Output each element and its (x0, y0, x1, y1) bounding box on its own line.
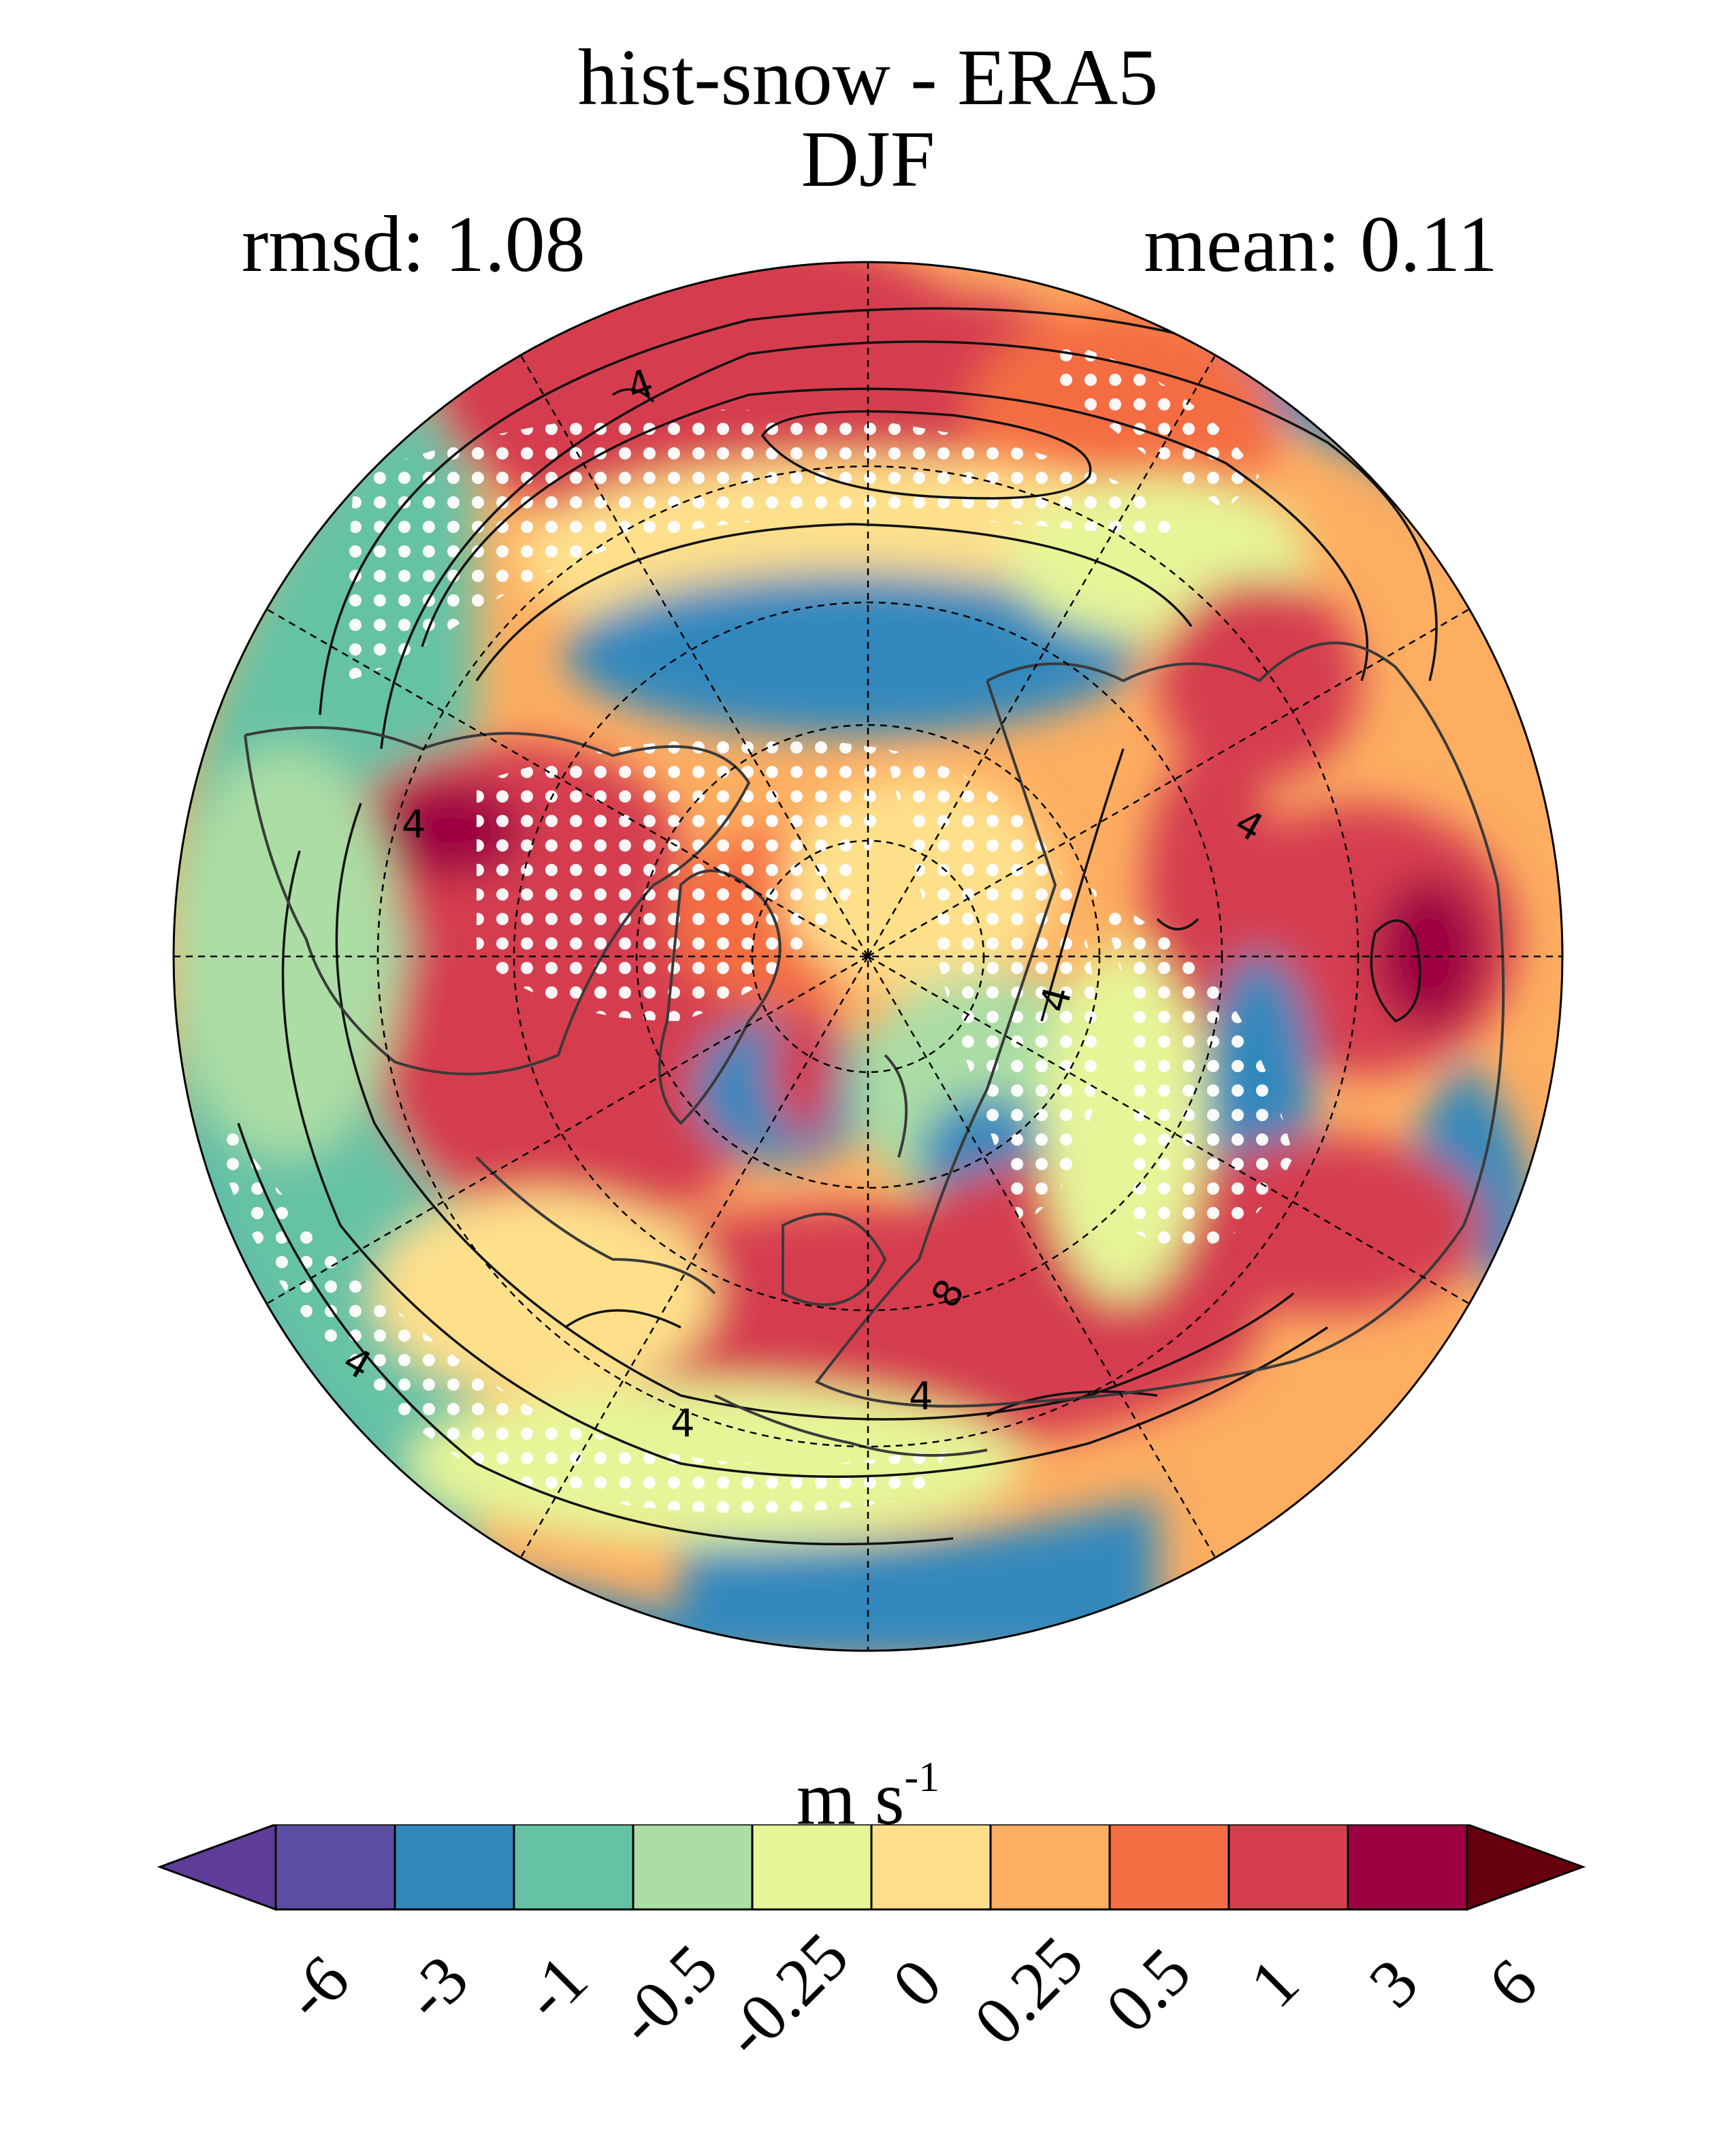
polar-map: 4 4 4 4 4 4 8 4 (172, 261, 1564, 1652)
units-exponent: -1 (904, 1754, 940, 1801)
colorbar-tick-label: -3 (389, 1941, 483, 2035)
contour-label: 4 (402, 803, 426, 847)
colorbar-segment (274, 1824, 396, 1911)
colorbar-segment (632, 1824, 754, 1911)
contour-label: 4 (671, 1402, 695, 1446)
colorbar-extend-low (157, 1824, 277, 1911)
colorbar-segment (513, 1824, 634, 1911)
colorbar-segment (1227, 1824, 1349, 1911)
colorbar-tick-label: -0.5 (602, 1929, 733, 2060)
colorbar-extend-high (1466, 1824, 1586, 1911)
contour-label: 4 (909, 1374, 933, 1419)
map-boundary (172, 261, 1564, 1652)
colorbar-segment (1108, 1824, 1230, 1911)
colorbar-tick-label: -0.25 (709, 1918, 863, 2072)
colorbar-tick-label: 3 (1354, 1944, 1432, 2022)
colorbar-tick-label: -6 (270, 1941, 364, 2035)
coastlines (244, 641, 1505, 1457)
colorbar-tick-label: 6 (1473, 1944, 1552, 2022)
plot-title: hist-snow - ERA5 (577, 33, 1159, 122)
colorbar-tick-label: -1 (508, 1941, 602, 2035)
colorbar-tick-label: 1 (1235, 1944, 1313, 2022)
season-label: DJF (801, 114, 935, 204)
colorbar-segment (393, 1824, 515, 1911)
colorbar-segment (751, 1824, 873, 1911)
colorbar-segment (1347, 1824, 1468, 1911)
graticule (174, 262, 1562, 1651)
colorbar-tick-label: 0.25 (959, 1921, 1097, 2060)
colorbar (157, 1824, 1586, 1911)
mean-label: mean: 0.11 (1144, 199, 1498, 289)
colorbar-segment (870, 1824, 992, 1911)
rmsd-label: rmsd: 1.08 (242, 199, 585, 289)
colorbar-tick-label: 0 (878, 1944, 956, 2022)
colorbar-tick-label: 0.5 (1091, 1933, 1205, 2047)
colorbar-segment (989, 1824, 1111, 1911)
